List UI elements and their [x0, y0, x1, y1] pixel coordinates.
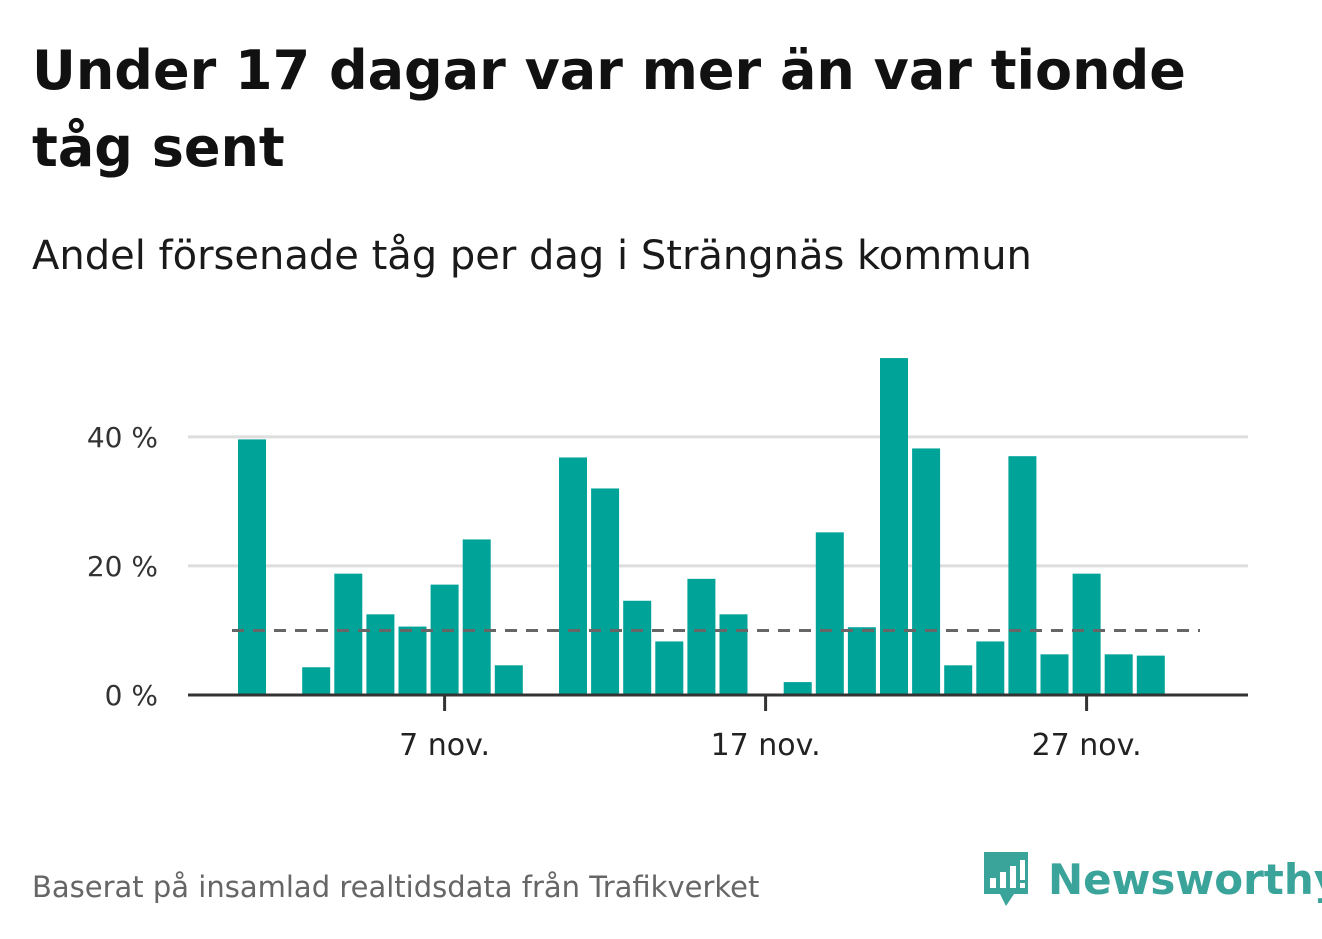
chart-title: Under 17 dagar var mer än var tionde tåg…: [32, 39, 1186, 179]
bar: [815, 532, 844, 695]
bar: [1136, 655, 1165, 695]
bar: [302, 667, 331, 695]
bar: [1008, 456, 1037, 695]
bar: [687, 578, 716, 695]
bar: [494, 665, 523, 695]
bar: [1040, 654, 1069, 695]
bar: [783, 682, 812, 695]
bar: [623, 600, 652, 695]
source-note: Baserat på insamlad realtidsdata från Tr…: [32, 870, 760, 904]
newsworthy-logo-icon: [984, 852, 1028, 906]
bar: [1072, 573, 1101, 695]
y-tick-label: 0 %: [105, 679, 158, 712]
x-tick-label: 17 nov.: [711, 728, 821, 763]
bar: [655, 641, 684, 695]
bar: [238, 439, 266, 695]
bar: [976, 641, 1005, 695]
bar: [334, 573, 363, 695]
bar: [591, 488, 620, 695]
bar: [719, 614, 748, 695]
bar: [462, 539, 491, 695]
chart-subtitle: Andel försenade tåg per dag i Strängnäs …: [32, 233, 1032, 279]
brand-logo: Newsworthy: [980, 848, 1322, 910]
bar: [398, 626, 427, 695]
brand-name: Newsworthy: [1048, 854, 1322, 904]
x-tick-label: 7 nov.: [399, 728, 490, 763]
bar: [430, 584, 459, 695]
bar: [944, 665, 973, 695]
y-tick-label: 40 %: [87, 421, 158, 454]
bar: [880, 358, 908, 695]
x-tick-label: 27 nov.: [1032, 728, 1142, 763]
bar: [912, 448, 941, 695]
bar: [1104, 654, 1133, 695]
bar: [847, 627, 876, 695]
bar: [366, 614, 395, 695]
bar: [559, 457, 587, 695]
y-tick-label: 20 %: [87, 550, 158, 583]
